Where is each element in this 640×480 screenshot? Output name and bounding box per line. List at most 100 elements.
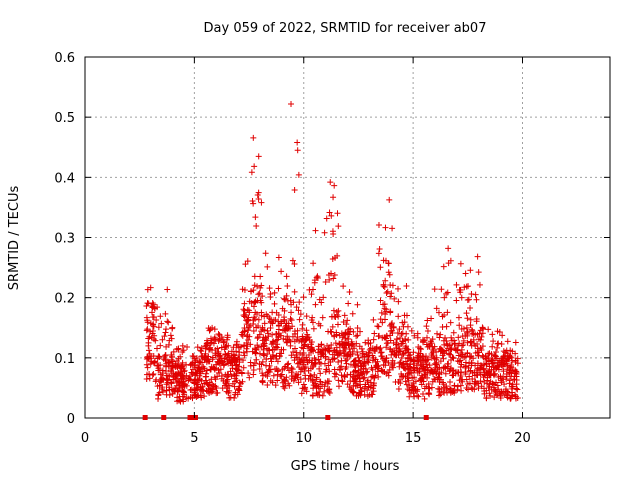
data-point (459, 378, 466, 385)
data-point (149, 372, 156, 379)
data-point (364, 393, 371, 400)
data-point (467, 322, 474, 329)
data-point (329, 256, 336, 263)
data-point (333, 348, 340, 355)
data-point (183, 394, 190, 401)
data-point (358, 363, 365, 370)
data-point (154, 345, 161, 352)
data-point (299, 359, 306, 366)
data-point (320, 294, 327, 301)
data-point (252, 298, 259, 305)
data-point (424, 343, 431, 350)
data-point (279, 366, 286, 373)
data-point (342, 329, 349, 336)
data-point (287, 342, 294, 349)
data-point (359, 348, 366, 355)
data-point (241, 328, 248, 335)
data-point (283, 292, 290, 299)
data-point (252, 316, 259, 323)
data-point (310, 385, 317, 392)
data-point (157, 371, 164, 378)
data-point (355, 392, 362, 399)
data-point (251, 273, 258, 280)
data-point (434, 330, 441, 337)
data-point (275, 311, 282, 318)
data-point (508, 362, 515, 369)
data-point (287, 297, 294, 304)
y-tick-label: 0.5 (54, 111, 75, 126)
data-point (169, 325, 176, 332)
data-point (423, 361, 430, 368)
data-point (489, 343, 496, 350)
data-point (425, 390, 432, 397)
data-point (231, 378, 238, 385)
data-point (493, 379, 500, 386)
data-point (265, 346, 272, 353)
data-point (411, 393, 418, 400)
data-point (250, 134, 257, 141)
data-point (357, 384, 364, 391)
data-point (364, 377, 371, 384)
data-point (280, 335, 287, 342)
data-point (500, 374, 507, 381)
data-point (250, 328, 257, 335)
data-point (328, 212, 335, 219)
data-point (444, 345, 451, 352)
data-point (194, 381, 201, 388)
data-point (192, 357, 199, 364)
data-point (370, 355, 377, 362)
gap-markers (142, 415, 429, 420)
data-point (190, 353, 197, 360)
data-point (289, 366, 296, 373)
data-point (250, 200, 257, 207)
data-point (164, 318, 171, 325)
data-point (386, 196, 393, 203)
data-point (323, 215, 330, 222)
data-point (224, 334, 231, 341)
data-point (371, 330, 378, 337)
data-point (494, 328, 501, 335)
data-point (463, 283, 470, 290)
data-point (514, 386, 521, 393)
data-point (162, 356, 169, 363)
data-point (412, 378, 419, 385)
data-point (389, 320, 396, 327)
data-point (460, 342, 467, 349)
data-point (181, 367, 188, 374)
data-point (497, 377, 504, 384)
data-point (311, 371, 318, 378)
data-point (345, 335, 352, 342)
data-point (389, 330, 396, 337)
data-point (503, 376, 510, 383)
data-point (449, 354, 456, 361)
data-point (460, 325, 467, 332)
data-point (489, 331, 496, 338)
data-point (312, 227, 319, 234)
data-point (310, 325, 317, 332)
data-point (143, 327, 150, 334)
data-point (457, 364, 464, 371)
data-point (328, 329, 335, 336)
data-point (296, 299, 303, 306)
data-point (345, 326, 352, 333)
data-point (241, 352, 248, 359)
data-point (370, 336, 377, 343)
data-point (269, 353, 276, 360)
data-point (316, 378, 323, 385)
data-point (262, 334, 269, 341)
data-point (220, 339, 227, 346)
data-point (250, 287, 257, 294)
data-point (197, 392, 204, 399)
data-point (203, 387, 210, 394)
data-point (244, 327, 251, 334)
data-point (298, 344, 305, 351)
data-point (283, 320, 290, 327)
data-point (246, 309, 253, 316)
data-point (383, 332, 390, 339)
data-point (303, 354, 310, 361)
data-point (252, 309, 259, 316)
data-point (289, 323, 296, 330)
data-point (356, 357, 363, 364)
data-point (485, 384, 492, 391)
data-point (163, 360, 170, 367)
